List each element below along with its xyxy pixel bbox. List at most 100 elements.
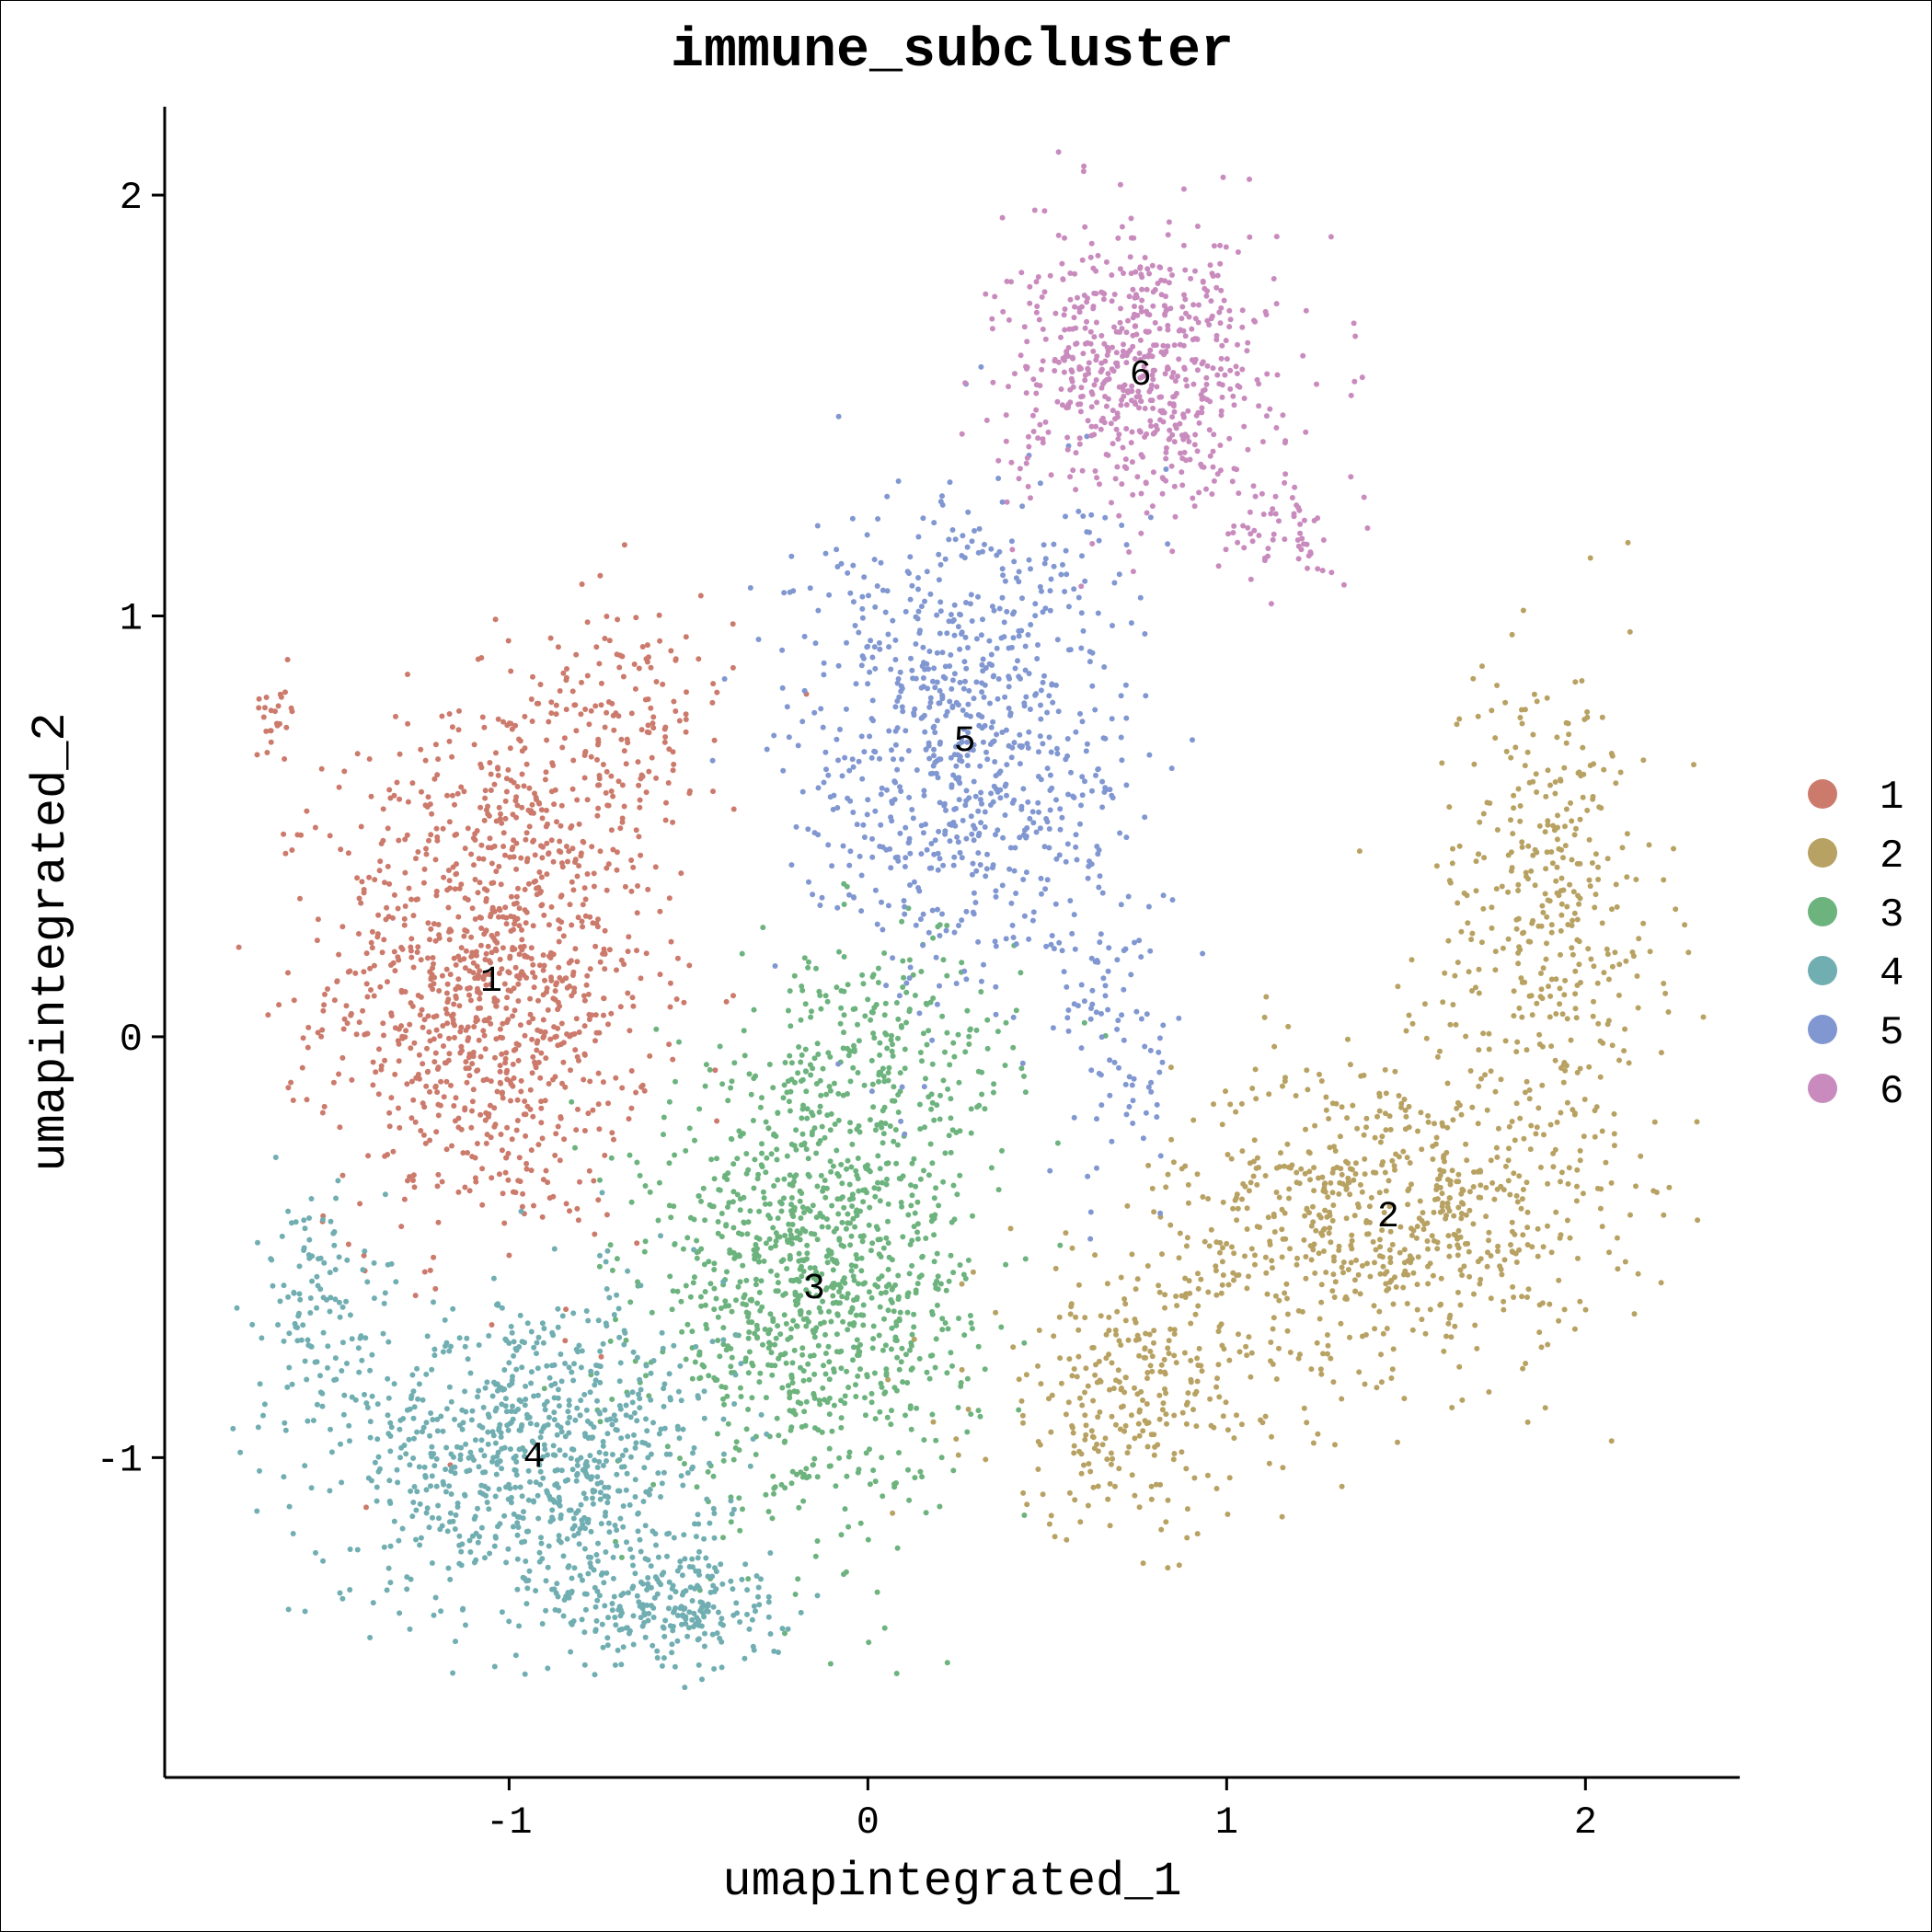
point-cluster-1: [511, 854, 517, 860]
point-cluster-3: [891, 1098, 898, 1104]
point-cluster-4: [593, 1370, 600, 1376]
point-cluster-4: [658, 1494, 663, 1500]
point-cluster-4: [642, 1634, 649, 1640]
point-cluster-2: [1599, 920, 1605, 926]
point-cluster-3: [877, 1198, 883, 1204]
point-cluster-1: [407, 1021, 413, 1028]
point-cluster-4: [464, 1468, 470, 1475]
point-cluster-4: [469, 1454, 475, 1460]
point-cluster-2: [1430, 1156, 1436, 1162]
point-cluster-3: [708, 1156, 715, 1163]
point-cluster-1: [446, 738, 453, 744]
point-cluster-3: [628, 1199, 635, 1205]
point-cluster-1: [500, 719, 506, 725]
point-cluster-4: [632, 1570, 638, 1577]
point-cluster-2: [1213, 1263, 1219, 1270]
point-cluster-2: [1613, 780, 1619, 787]
point-cluster-1: [497, 1063, 503, 1069]
point-cluster-3: [865, 996, 871, 1003]
point-cluster-3: [822, 1351, 829, 1356]
point-cluster-4: [588, 1368, 594, 1374]
point-cluster-4: [466, 1537, 473, 1544]
point-cluster-3: [773, 1288, 779, 1294]
point-cluster-1: [529, 719, 535, 724]
point-cluster-4: [374, 1498, 380, 1504]
point-cluster-4: [438, 1608, 444, 1615]
point-cluster-4: [680, 1426, 686, 1432]
point-cluster-1: [535, 799, 542, 806]
point-cluster-3: [798, 1215, 804, 1221]
point-cluster-1: [531, 810, 536, 816]
point-cluster-1: [320, 1007, 327, 1014]
point-cluster-3: [738, 1394, 744, 1399]
point-cluster-2: [1473, 888, 1479, 894]
point-cluster-1: [404, 1081, 410, 1087]
point-cluster-2: [1515, 881, 1522, 888]
point-cluster-3: [642, 1183, 649, 1189]
point-cluster-1: [595, 742, 601, 748]
point-cluster-2: [1569, 818, 1575, 824]
point-cluster-3: [869, 1345, 876, 1351]
point-cluster-3: [1003, 1019, 1009, 1026]
point-cluster-1: [540, 952, 546, 959]
point-cluster-2: [1252, 1066, 1259, 1073]
point-cluster-2: [1173, 1360, 1179, 1366]
point-cluster-4: [604, 1570, 610, 1576]
point-cluster-3: [838, 1424, 845, 1431]
point-cluster-3: [696, 1351, 703, 1358]
point-cluster-1: [525, 807, 532, 813]
point-cluster-4: [557, 1447, 563, 1454]
point-cluster-4: [362, 1335, 369, 1341]
point-cluster-2: [1194, 1378, 1201, 1385]
point-cluster-2: [1109, 1413, 1115, 1420]
point-cluster-2: [1492, 949, 1499, 955]
point-cluster-4: [595, 1317, 602, 1324]
point-cluster-1: [538, 888, 544, 894]
point-cluster-1: [569, 993, 575, 999]
point-cluster-2: [1495, 1125, 1501, 1132]
point-cluster-4: [701, 1643, 707, 1650]
point-cluster-3: [670, 1288, 676, 1294]
point-cluster-2: [1441, 1348, 1447, 1354]
point-cluster-3: [794, 1228, 800, 1235]
point-cluster-1: [441, 874, 447, 880]
point-cluster-4: [475, 1394, 480, 1400]
point-cluster-1: [387, 795, 394, 801]
point-cluster-2: [1064, 1536, 1070, 1543]
point-cluster-1: [582, 896, 589, 903]
point-cluster-4: [689, 1556, 696, 1562]
point-cluster-3: [928, 1106, 935, 1112]
point-cluster-1: [663, 799, 669, 806]
point-cluster-2: [1427, 1306, 1433, 1313]
point-cluster-2: [1276, 1345, 1282, 1351]
point-cluster-1: [433, 1027, 440, 1033]
point-cluster-3: [773, 1133, 779, 1139]
point-cluster-1: [572, 702, 579, 708]
point-cluster-3: [694, 1484, 700, 1490]
point-cluster-1: [502, 904, 509, 911]
point-cluster-1: [604, 614, 610, 619]
point-cluster-3: [745, 1314, 751, 1320]
point-cluster-2: [1379, 1227, 1386, 1234]
point-cluster-1: [496, 804, 502, 811]
point-cluster-4: [566, 1397, 572, 1404]
point-cluster-2: [1545, 1180, 1551, 1187]
point-cluster-3: [811, 1462, 816, 1467]
point-cluster-4: [450, 1670, 456, 1676]
point-cluster-3: [698, 1198, 704, 1204]
point-cluster-2: [1405, 1271, 1411, 1278]
point-cluster-2: [1509, 1219, 1515, 1225]
point-cluster-4: [440, 1428, 446, 1434]
point-cluster-4: [719, 1581, 726, 1587]
point-cluster-2: [1380, 1330, 1386, 1337]
point-cluster-2: [1463, 1141, 1469, 1147]
point-cluster-1: [488, 1134, 494, 1141]
point-cluster-3: [741, 1219, 747, 1225]
point-cluster-1: [480, 976, 487, 983]
point-cluster-2: [1162, 1386, 1167, 1392]
point-cluster-1: [500, 1095, 506, 1101]
point-cluster-4: [255, 1424, 261, 1431]
point-cluster-1: [380, 1020, 386, 1027]
point-cluster-3: [714, 1376, 720, 1383]
point-cluster-2: [1362, 1381, 1368, 1387]
